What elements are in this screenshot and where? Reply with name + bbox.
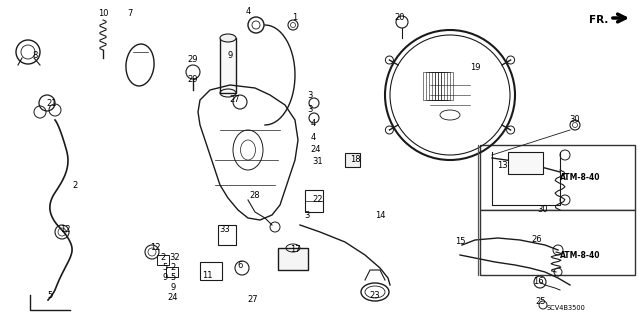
Text: SCV4B3500: SCV4B3500 bbox=[547, 305, 586, 311]
Text: 2: 2 bbox=[72, 181, 77, 189]
Text: 3: 3 bbox=[307, 91, 313, 100]
Text: 15: 15 bbox=[455, 238, 465, 247]
Text: 21: 21 bbox=[47, 99, 57, 108]
Text: 27: 27 bbox=[248, 295, 259, 305]
Text: 2: 2 bbox=[170, 263, 175, 272]
Text: 4: 4 bbox=[310, 118, 316, 128]
Text: 1: 1 bbox=[292, 13, 298, 23]
Text: 29: 29 bbox=[188, 76, 198, 85]
Text: 8: 8 bbox=[32, 50, 38, 60]
Bar bbox=[438, 72, 450, 100]
Bar bbox=[166, 267, 178, 277]
Text: 24: 24 bbox=[168, 293, 179, 302]
Bar bbox=[435, 72, 447, 100]
Text: 16: 16 bbox=[532, 278, 543, 286]
Bar bbox=[305, 190, 323, 212]
Text: 28: 28 bbox=[250, 190, 260, 199]
Text: 20: 20 bbox=[395, 13, 405, 23]
Text: 26: 26 bbox=[532, 235, 542, 244]
Bar bbox=[480, 210, 635, 275]
Bar bbox=[200, 262, 222, 280]
Bar bbox=[278, 248, 308, 270]
Bar bbox=[508, 152, 543, 174]
Text: 4: 4 bbox=[310, 132, 316, 142]
Text: 5: 5 bbox=[170, 273, 175, 283]
Text: 13: 13 bbox=[497, 160, 508, 169]
Text: 27: 27 bbox=[230, 95, 240, 105]
Bar bbox=[441, 72, 453, 100]
Text: 2: 2 bbox=[161, 254, 166, 263]
Text: 6: 6 bbox=[237, 261, 243, 270]
Text: 9: 9 bbox=[170, 284, 175, 293]
Bar bbox=[432, 72, 444, 100]
Text: 5: 5 bbox=[47, 291, 52, 300]
Bar bbox=[345, 153, 360, 167]
Text: 33: 33 bbox=[220, 226, 230, 234]
Text: 9: 9 bbox=[163, 273, 168, 283]
Text: 18: 18 bbox=[349, 155, 360, 165]
Bar bbox=[429, 72, 441, 100]
Bar bbox=[426, 72, 438, 100]
Bar bbox=[220, 38, 236, 93]
Text: 12: 12 bbox=[150, 243, 160, 253]
Text: 23: 23 bbox=[370, 291, 380, 300]
Text: ATM-8-40: ATM-8-40 bbox=[560, 174, 600, 182]
Text: 19: 19 bbox=[470, 63, 480, 72]
Text: 17: 17 bbox=[290, 246, 300, 255]
Text: 11: 11 bbox=[202, 271, 212, 279]
Text: 14: 14 bbox=[375, 211, 385, 219]
Bar bbox=[157, 255, 169, 265]
Text: 30: 30 bbox=[538, 205, 548, 214]
Text: FR.: FR. bbox=[589, 15, 608, 25]
Bar bbox=[423, 72, 435, 100]
Text: 22: 22 bbox=[313, 196, 323, 204]
Text: 32: 32 bbox=[170, 254, 180, 263]
Text: 29: 29 bbox=[188, 56, 198, 64]
Text: 3: 3 bbox=[304, 211, 310, 219]
Text: 12: 12 bbox=[60, 226, 70, 234]
Text: 30: 30 bbox=[570, 115, 580, 124]
Bar bbox=[480, 145, 635, 210]
Text: 7: 7 bbox=[127, 10, 132, 19]
Ellipse shape bbox=[220, 34, 236, 42]
Text: 3: 3 bbox=[307, 106, 313, 115]
Text: 5: 5 bbox=[163, 263, 168, 272]
Text: 9: 9 bbox=[227, 50, 232, 60]
Text: 10: 10 bbox=[98, 10, 108, 19]
Bar bbox=[218, 225, 236, 245]
Text: ATM-8-40: ATM-8-40 bbox=[560, 250, 600, 259]
Text: 4: 4 bbox=[245, 8, 251, 17]
Text: 24: 24 bbox=[311, 145, 321, 154]
Text: 25: 25 bbox=[536, 298, 547, 307]
Text: 31: 31 bbox=[313, 158, 323, 167]
